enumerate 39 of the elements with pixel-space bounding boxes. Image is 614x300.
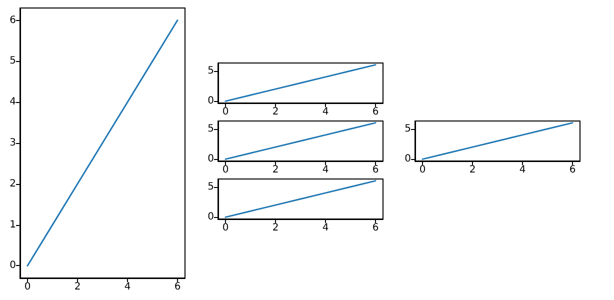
- y-tick-label: 5: [10, 56, 16, 67]
- y-tick-label: 6: [10, 14, 16, 26]
- x-tick-label: 6: [372, 106, 379, 118]
- x-tick-label: 6: [372, 164, 379, 176]
- line-series: [422, 122, 574, 160]
- y-tick-label: 1: [10, 219, 16, 230]
- y-tick-label: 0: [208, 212, 214, 223]
- y-tick-label: 5: [208, 181, 214, 192]
- line-series: [26, 20, 178, 266]
- x-tick-label: 6: [372, 222, 379, 234]
- y-tick-label: 4: [10, 96, 16, 108]
- line-series: [224, 122, 376, 160]
- y-tick-label: 0: [208, 96, 214, 107]
- x-tick-label: 0: [222, 222, 229, 234]
- x-tick-label: 0: [222, 164, 229, 176]
- y-tick-label: 0: [208, 154, 214, 165]
- x-tick-label: 4: [322, 222, 329, 234]
- y-tick-label: 5: [404, 123, 411, 134]
- x-tick-label: 2: [272, 222, 279, 234]
- y-tick-label: 3: [10, 138, 16, 148]
- x-tick-label: 2: [272, 164, 279, 176]
- line-series: [224, 64, 376, 102]
- x-tick-label: 6: [569, 164, 576, 176]
- x-tick-label: 6: [174, 282, 181, 292]
- x-tick-label: 0: [222, 106, 229, 118]
- y-tick-label: 0: [10, 260, 16, 272]
- x-tick-label: 4: [519, 164, 526, 176]
- x-tick-label: 0: [24, 282, 31, 292]
- x-tick-label: 4: [322, 106, 329, 118]
- y-tick-label: 5: [208, 123, 214, 134]
- y-tick-label: 2: [10, 178, 16, 190]
- x-tick-label: 4: [124, 282, 131, 292]
- x-tick-label: 2: [74, 282, 81, 292]
- y-tick-label: 5: [208, 65, 214, 76]
- line-series: [224, 180, 376, 218]
- x-tick-label: 0: [419, 164, 426, 176]
- x-tick-label: 2: [272, 106, 279, 118]
- x-tick-label: 2: [469, 164, 476, 176]
- x-tick-label: 4: [322, 164, 329, 176]
